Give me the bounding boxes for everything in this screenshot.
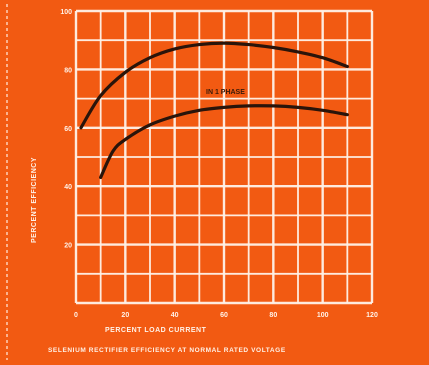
chart-caption: SELENIUM RECTIFIER EFFICIENCY AT NORMAL …: [48, 347, 286, 354]
y-tick-label: 60: [64, 126, 72, 133]
x-tick-label: 120: [366, 312, 378, 319]
x-tick-labels: 0 20 40 60 80 100 120: [74, 312, 378, 319]
y-axis-title: PERCENT EFFICIENCY: [31, 157, 38, 243]
x-tick-label: 60: [220, 312, 228, 319]
series-curves: [79, 41, 349, 180]
x-tick-label: 20: [121, 312, 129, 319]
x-tick-label: 100: [317, 312, 329, 319]
x-tick-label: 40: [171, 312, 179, 319]
y-tick-label: 20: [64, 243, 72, 250]
x-tick-label: 0: [74, 312, 78, 319]
x-tick-label: 80: [269, 312, 277, 319]
chart-grid: [74, 9, 374, 305]
series-line-1: [79, 41, 349, 130]
y-tick-label: 40: [64, 184, 72, 191]
series-line-2: [99, 104, 349, 180]
y-tick-label: 100: [60, 9, 72, 16]
x-axis-title: PERCENT LOAD CURRENT: [105, 327, 207, 334]
y-tick-labels: 20 40 60 80 100: [60, 9, 72, 250]
y-tick-label: 80: [64, 67, 72, 74]
left-border-rule: [6, 4, 8, 360]
phase-annotation: IN 1 PHASE: [206, 89, 245, 96]
